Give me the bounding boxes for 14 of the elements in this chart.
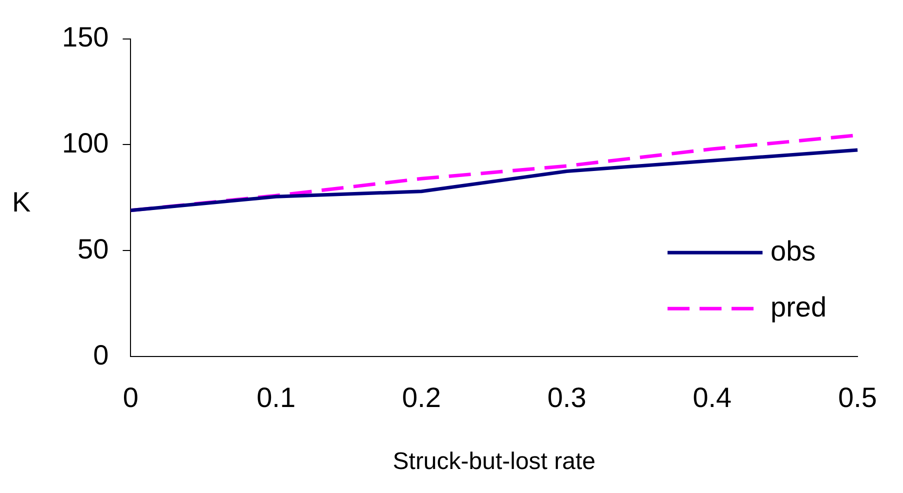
y-tick-label: 150 — [62, 22, 109, 53]
x-tick-label: 0.5 — [838, 382, 878, 414]
y-tick-label: 50 — [78, 233, 109, 264]
legend-label: pred — [770, 291, 827, 322]
x-tick-label: 0.3 — [547, 382, 586, 414]
x-tick-label: 0 — [122, 382, 139, 414]
legend-label: obs — [770, 235, 816, 266]
x-tick-label: 0.1 — [256, 382, 296, 414]
y-tick-label: 0 — [93, 339, 109, 370]
x-axis-title: Struck-but-lost rate — [392, 448, 596, 476]
x-tick-label: 0.2 — [402, 382, 441, 414]
y-tick-label: 100 — [62, 127, 109, 158]
x-tick-label: 0.4 — [692, 382, 732, 414]
y-axis-title: K — [12, 186, 31, 218]
